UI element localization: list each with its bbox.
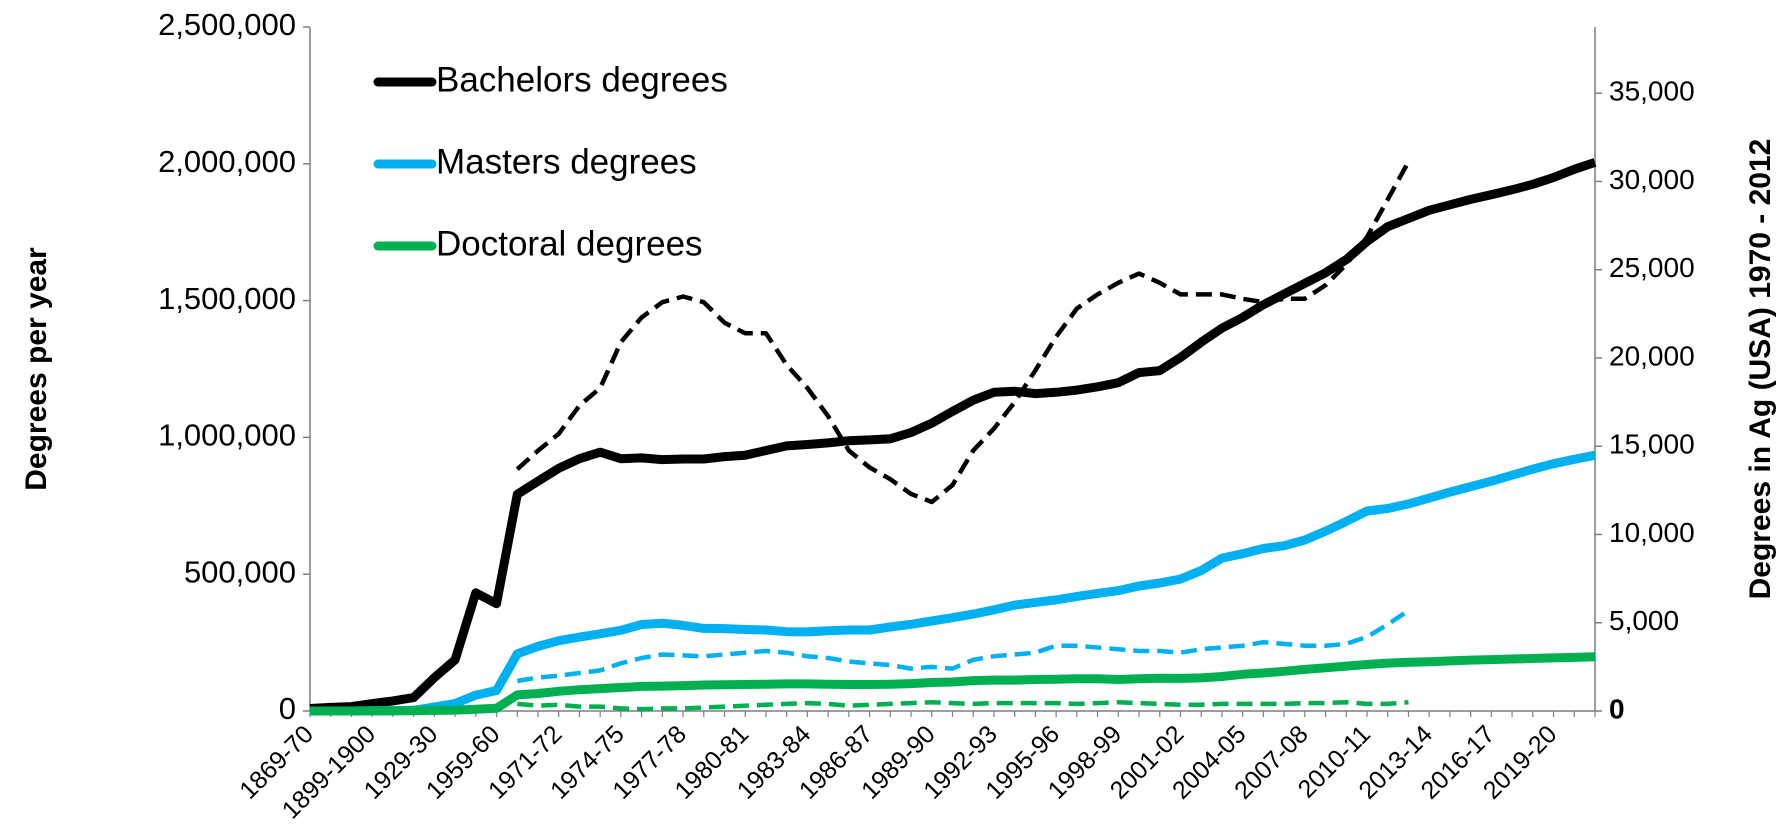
y2-tick-label: 20,000 [1609,340,1695,371]
dashed-line [517,699,1409,712]
series-line [310,450,1596,716]
y-tick-label: 2,500,000 [158,7,296,42]
y-tick-label: 1,500,000 [158,281,296,316]
dashed-line [516,608,1410,684]
y-tick-label: 0 [279,691,296,726]
y2-tick-label: 0 [1609,693,1625,724]
dashed-line [515,160,1411,505]
y2-tick-label: 35,000 [1609,76,1695,107]
series-line [310,652,1596,716]
y-tick-label: 2,000,000 [158,144,296,179]
y-axis-label: Degrees per year [20,247,53,491]
y2-tick-label: 30,000 [1609,164,1695,195]
y2-tick-label: 5,000 [1609,605,1679,636]
legend-label: Bachelors degrees [436,60,728,99]
legend-label: Masters degrees [436,142,697,181]
y-tick-label: 500,000 [184,554,296,589]
legend-label: Doctoral degrees [436,224,703,263]
y-tick-label: 1,000,000 [158,418,296,453]
series-line [309,158,1597,713]
y2-axis-label: Degrees in Ag (USA) 1970 - 2012 [1744,139,1777,600]
y2-tick-label: 15,000 [1609,429,1695,460]
y2-tick-label: 10,000 [1609,517,1695,548]
y2-tick-label: 25,000 [1609,252,1695,283]
